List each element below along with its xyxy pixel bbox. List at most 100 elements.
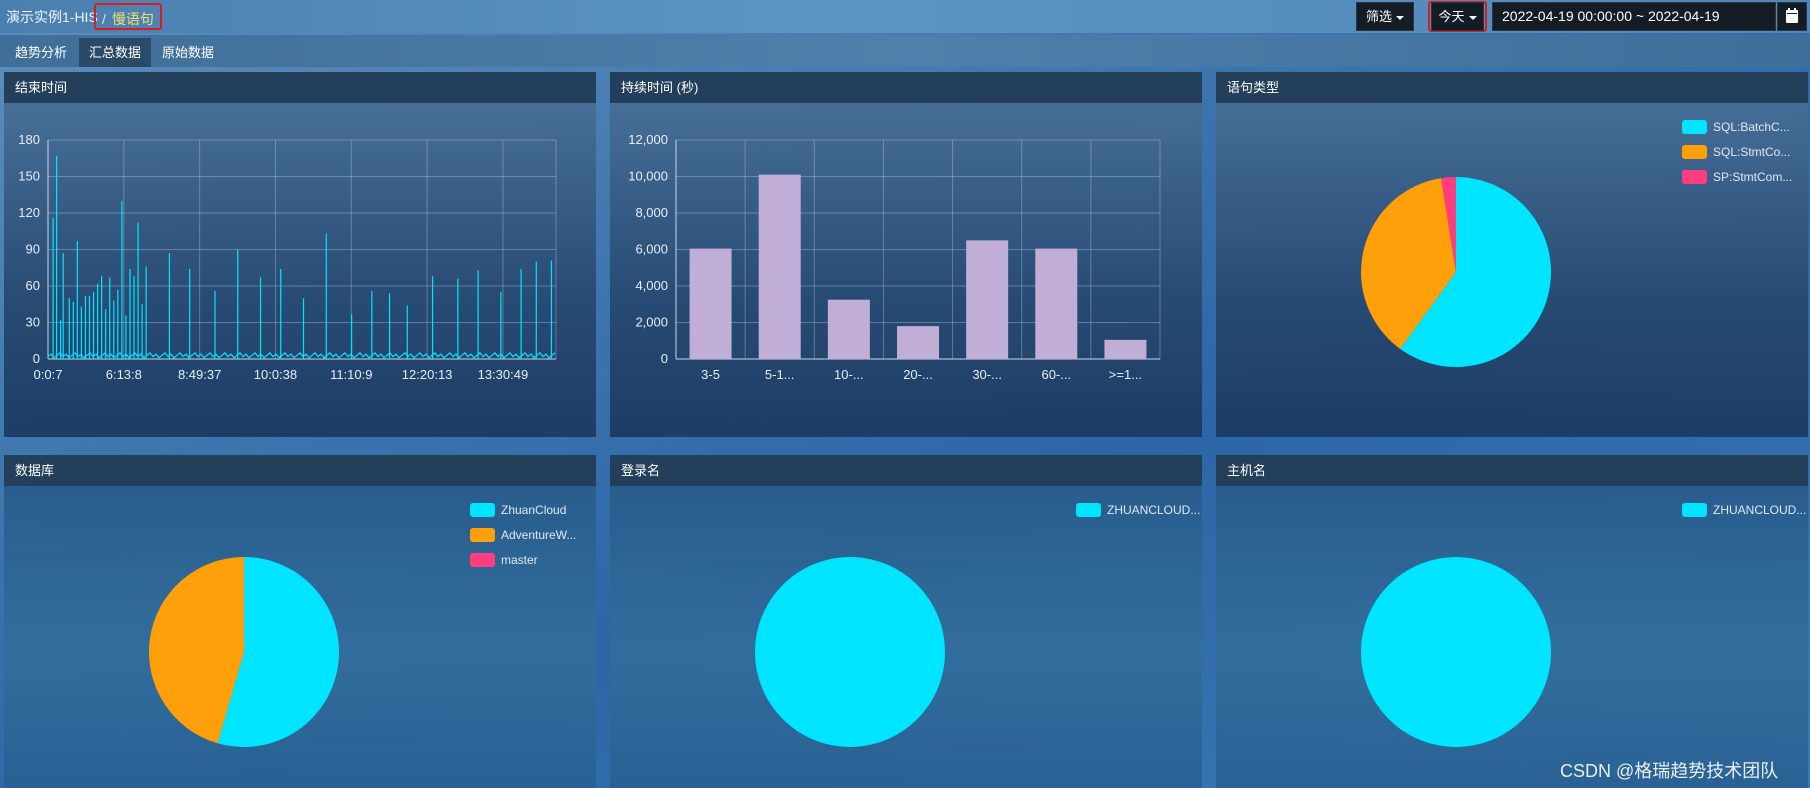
pie-slice [1441,177,1456,272]
watermark: CSDN @格瑞趋势技术团队 [1560,761,1779,781]
today-button[interactable]: 今天 [1431,2,1484,31]
x-tick-label: 8:49:37 [178,367,221,382]
calendar-button[interactable] [1777,2,1807,31]
x-tick-label: 60-... [1041,367,1071,382]
panel-duration: 持续时间 (秒) 0 2,000 4,000 6,000 8,000 10,000 12,0… [610,72,1202,437]
y-tick-label: 0 [661,351,668,366]
host-chart: ZHUANCLOUD... [1216,486,1808,788]
today-button-label: 今天 [1438,9,1465,24]
database-chart: ZhuanCloud AdventureW... master [4,486,596,788]
x-tick-label: 5-1... [765,367,795,382]
legend-label: AdventureW... [501,528,576,542]
legend-swatch [1682,145,1707,159]
x-tick-label: >=1... [1109,367,1142,382]
x-tick-label: 12:20:13 [402,367,453,382]
tab-trend-analysis[interactable]: 趋势分析 [15,45,68,60]
bar [897,326,939,359]
bar [689,248,732,359]
duration-bar-chart: 0 2,000 4,000 6,000 8,000 10,000 12,000 3-5 5-1.… [628,132,1161,382]
y-tick-label: 4,000 [635,278,668,293]
legend-label: ZhuanCloud [501,503,566,517]
breadcrumb-separator: / [102,11,106,27]
calendar-icon [1786,8,1798,23]
x-tick-label: 30-... [972,367,1002,382]
panel-title: 结束时间 [4,72,596,103]
legend-label: SQL:BatchC... [1713,120,1790,134]
panel-title: 语句类型 [1216,72,1808,103]
legend-label: ZHUANCLOUD... [1713,503,1806,517]
y-tick-label: 30 [26,315,40,330]
y-tick-label: 90 [26,242,40,257]
y-tick-label: 6,000 [635,242,668,257]
x-tick-label: 0:0:7 [34,367,63,382]
bar [758,174,801,359]
series-baseline [47,352,556,359]
pie-slice [1400,177,1551,367]
tab-summary-data[interactable]: 汇总数据 [79,38,152,67]
panel-end-time: 结束时间 0 30 60 90 120 150 180 0:0:7 6:13:8 8:49:37 1… [4,72,596,437]
panel-title: 数据库 [4,455,596,486]
legend-label: master [501,553,538,567]
x-tick-label: 3-5 [701,367,720,382]
pie-slice [1360,178,1456,349]
y-tick-label: 180 [18,132,40,147]
breadcrumb-current-label: 慢语句 [111,11,154,27]
x-tick-label: 10:0:38 [254,367,297,382]
x-tick-label: 11:10:9 [330,367,372,382]
x-tick-label: 10-... [834,367,864,382]
login-pie-chart: ZHUANCLOUD... [755,503,1200,747]
chevron-down-icon [1396,15,1404,20]
end-time-chart: 0 30 60 90 120 150 180 0:0:7 6:13:8 8:49:37 10:0:3… [4,103,596,437]
database-pie-chart: ZhuanCloud AdventureW... master [148,503,576,747]
y-tick-label: 0 [33,351,40,366]
y-tick-label: 120 [18,205,40,220]
breadcrumb-instance[interactable]: 演示实例1-HIS [6,9,98,25]
filter-button-label: 筛选 [1365,9,1392,24]
panel-host: 主机名 ZHUANCLOUD... [1216,455,1808,788]
legend-swatch [470,528,495,542]
x-tick-label: 6:13:8 [106,367,142,382]
y-tick-label: 2,000 [635,315,668,330]
panel-title: 登录名 [610,455,1202,486]
bar [827,299,870,359]
legend-swatch [470,553,495,567]
y-tick-label: 8,000 [635,205,668,220]
y-tick-label: 60 [26,278,40,293]
y-tick-label: 10,000 [628,169,668,184]
statement-type-pie-chart: SQL:BatchC... SQL:StmtCo... SP:StmtCom... [1360,120,1792,367]
chevron-down-icon [1468,15,1477,20]
bar [1104,339,1147,359]
pie-slice [1361,557,1551,747]
legend-label: SP:StmtCom... [1713,170,1792,184]
host-pie-chart: ZHUANCLOUD... [1361,503,1806,747]
pie-slice [755,557,945,747]
legend-swatch [470,503,495,517]
panel-statement-type: 语句类型 SQL:BatchC... SQL:StmtCo... SP:StmtCo… [1216,72,1808,437]
panel-login: 登录名 ZHUANCLOUD... [610,455,1202,788]
statement-type-chart: SQL:BatchC... SQL:StmtCo... SP:StmtCom... [1216,103,1808,437]
legend-label: ZHUANCLOUD... [1107,503,1200,517]
x-tick-label: 13:30:49 [478,367,529,382]
filter-button[interactable]: 筛选 [1356,2,1414,31]
y-tick-label: 150 [18,169,40,184]
tab-bar: 趋势分析 汇总数据 原始数据 [0,35,1810,67]
pie-slice [148,557,244,744]
end-time-line-chart: 0 30 60 90 120 150 180 0:0:7 6:13:8 8:49:37 10:0:3… [18,132,557,382]
panel-title: 持续时间 (秒) [610,72,1202,103]
bar [966,240,1009,359]
legend-swatch [1076,503,1101,517]
top-bar: 演示实例1-HIS / 慢语句 筛选 今天 2022-04-19 00:00:00… [0,0,1810,51]
bar [1035,248,1078,359]
legend-label: SQL:StmtCo... [1713,145,1790,159]
legend-swatch [1682,120,1707,134]
duration-chart: 0 2,000 4,000 6,000 8,000 10,000 12,000 3-5 5-1.… [610,103,1202,437]
legend-swatch [1682,170,1707,184]
x-tick-label: 20-... [903,367,933,382]
breadcrumb-current: / 慢语句 [94,3,162,30]
login-chart: ZHUANCLOUD... [610,486,1202,788]
legend-swatch [1682,503,1707,517]
pie-slice [217,557,339,747]
tab-raw-data[interactable]: 原始数据 [162,45,215,60]
panel-database: 数据库 ZhuanCloud AdventureW... master [4,455,596,788]
date-range-field[interactable]: 2022-04-19 00:00:00 ~ 2022-04-19 14:18:1… [1492,2,1776,51]
